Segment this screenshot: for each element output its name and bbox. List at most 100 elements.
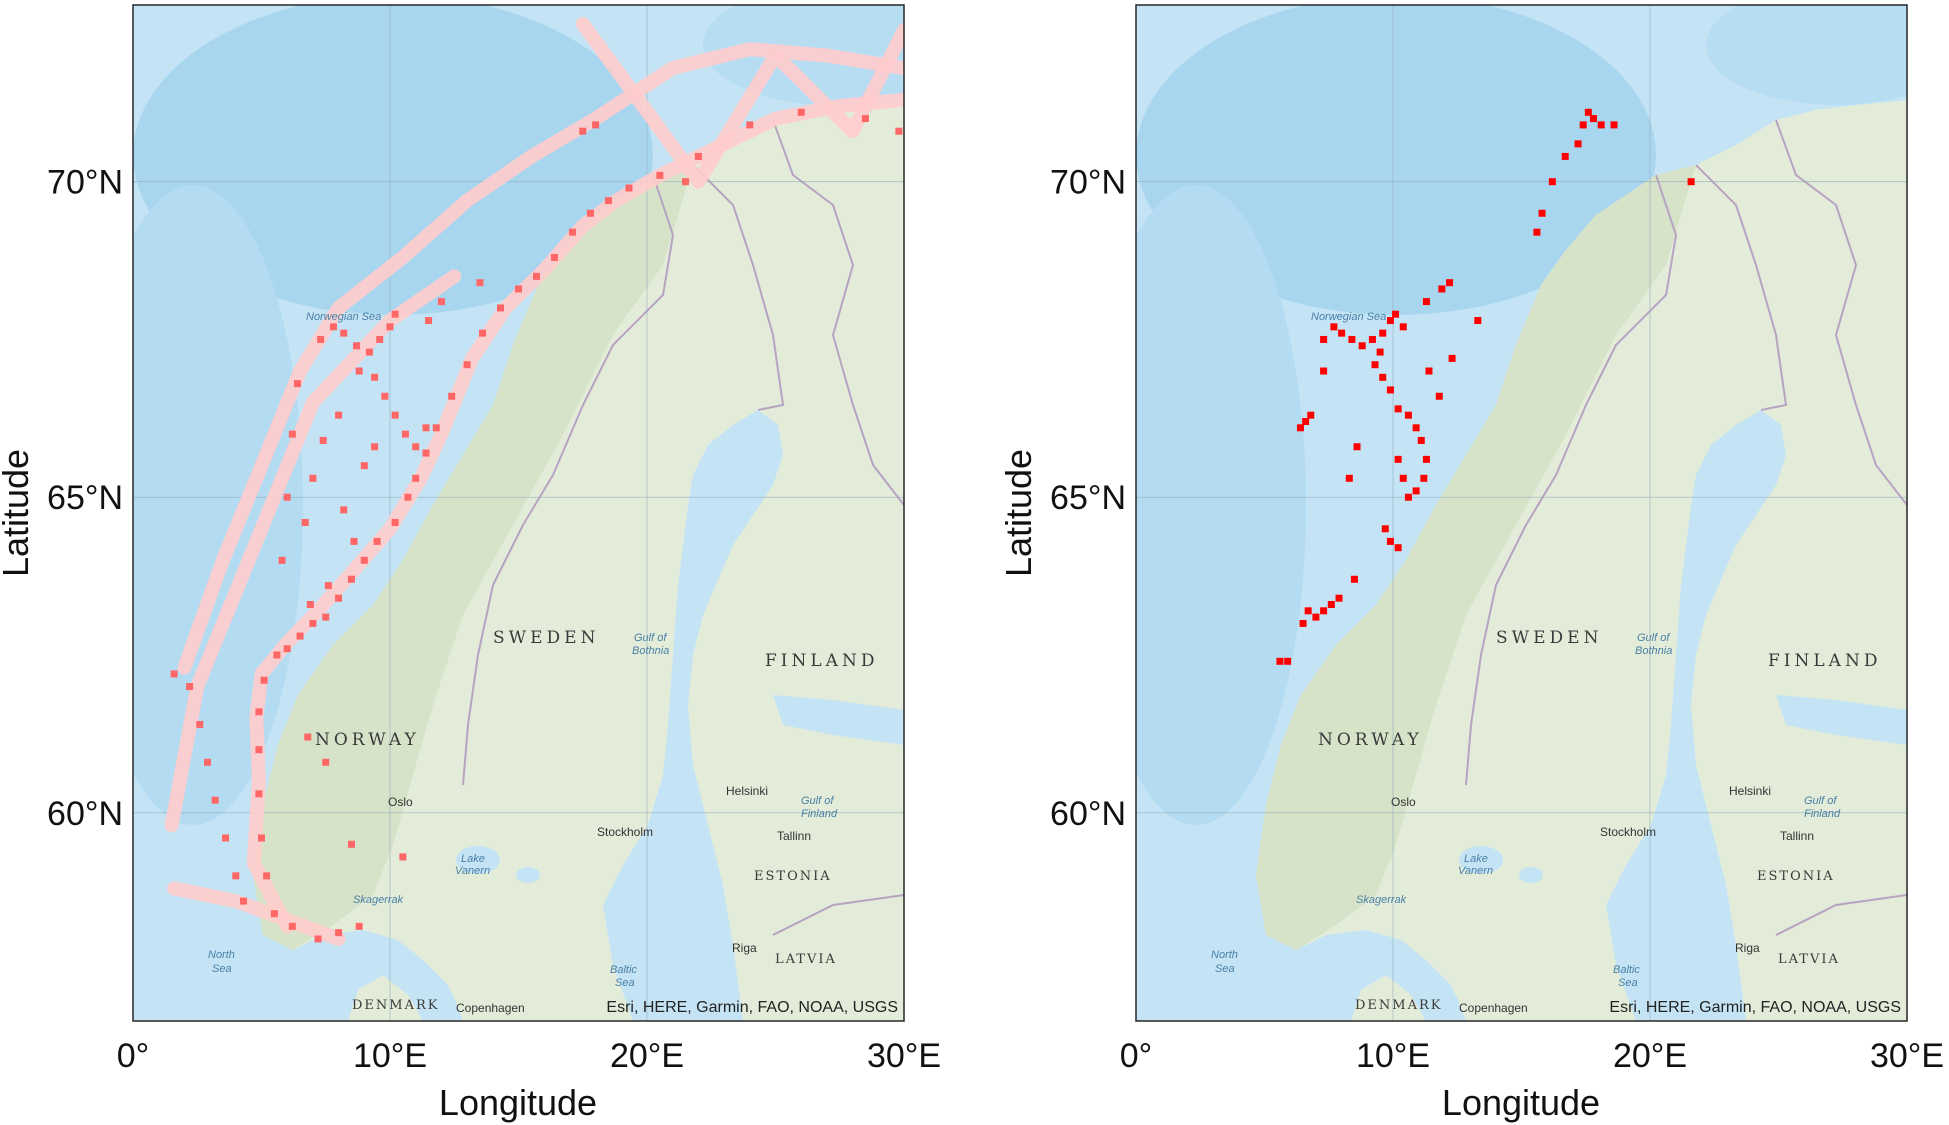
label-gulf-finland-1: Gulf of bbox=[801, 795, 834, 807]
left-point-31 bbox=[550, 253, 558, 261]
left-point-67 bbox=[371, 443, 379, 451]
left-point-66 bbox=[360, 462, 368, 470]
city-copenhagen: Copenhagen bbox=[456, 1001, 525, 1015]
right-map-panel: NORWAY SWEDEN FINLAND ESTONIA LATVIA DEN… bbox=[998, 4, 1944, 1123]
left-point-84 bbox=[425, 317, 433, 325]
left-track-3 bbox=[167, 881, 346, 946]
left-point-13 bbox=[296, 632, 304, 640]
left-point-82 bbox=[437, 298, 445, 306]
left-tick-labels: 0° 10°E 20°E 30°E 60°N 65°N 70°N bbox=[47, 164, 941, 1075]
city-stockholm-r: Stockholm bbox=[1600, 825, 1656, 839]
left-point-15 bbox=[322, 613, 330, 621]
label-baltic-1-r: Baltic bbox=[1613, 964, 1640, 976]
left-point-52 bbox=[391, 310, 399, 318]
left-point-55 bbox=[381, 392, 389, 400]
left-point-32 bbox=[568, 228, 576, 236]
left-point-11 bbox=[273, 651, 281, 659]
left-point-34 bbox=[604, 197, 612, 205]
left-point-37 bbox=[682, 178, 690, 186]
right-point-10 bbox=[1687, 178, 1695, 186]
label-estonia-r: ESTONIA bbox=[1757, 869, 1835, 884]
right-axes-frame bbox=[1135, 4, 1908, 1022]
left-point-1 bbox=[288, 922, 296, 930]
right-point-38 bbox=[1399, 474, 1407, 482]
left-point-88 bbox=[322, 758, 330, 766]
left-point-19 bbox=[373, 537, 381, 545]
left-point-65 bbox=[350, 537, 358, 545]
right-point-27 bbox=[1371, 361, 1379, 369]
right-point-19 bbox=[1330, 323, 1338, 331]
left-point-73 bbox=[324, 582, 332, 590]
label-latvia-r: LATVIA bbox=[1778, 952, 1840, 967]
label-skagerrak: Skagerrak bbox=[353, 894, 404, 906]
right-point-31 bbox=[1404, 411, 1412, 419]
left-point-44 bbox=[895, 127, 903, 135]
right-point-22 bbox=[1358, 342, 1366, 350]
right-point-46 bbox=[1296, 424, 1304, 432]
label-gulf-bothnia-2-r: Bothnia bbox=[1635, 645, 1672, 657]
left-point-64 bbox=[340, 506, 348, 514]
right-point-32 bbox=[1412, 424, 1420, 432]
left-point-35 bbox=[625, 184, 633, 192]
left-point-53 bbox=[355, 367, 363, 375]
right-point-20 bbox=[1338, 329, 1346, 337]
left-attribution: Esri, HERE, Garmin, FAO, NOAA, USGS bbox=[606, 999, 898, 1016]
label-north-sea-1-r: North bbox=[1211, 949, 1238, 961]
right-y-tick-label-1: 65°N bbox=[1050, 479, 1126, 517]
right-x-tick-label-1: 10°E bbox=[1356, 1037, 1430, 1075]
left-y-tick-label-1: 65°N bbox=[47, 479, 123, 517]
label-skagerrak-r: Skagerrak bbox=[1356, 894, 1407, 906]
left-point-42 bbox=[797, 108, 805, 116]
left-track-1 bbox=[177, 42, 904, 675]
left-point-38 bbox=[579, 127, 587, 135]
label-north-sea-1: North bbox=[208, 949, 235, 961]
right-point-16 bbox=[1425, 367, 1433, 375]
right-y-tick-label-0: 60°N bbox=[1050, 795, 1126, 833]
left-point-41 bbox=[746, 121, 754, 129]
right-grid bbox=[1136, 5, 1907, 1021]
right-point-25 bbox=[1386, 317, 1394, 325]
right-point-18 bbox=[1320, 335, 1328, 343]
label-lake-2-r: Vanern bbox=[1458, 865, 1493, 877]
label-norwegian-sea: Norwegian Sea bbox=[306, 311, 381, 323]
right-point-33 bbox=[1417, 436, 1425, 444]
right-point-52 bbox=[1327, 601, 1335, 609]
right-point-7 bbox=[1548, 178, 1556, 186]
label-finland: FINLAND bbox=[765, 651, 878, 671]
left-point-17 bbox=[347, 575, 355, 583]
left-point-83 bbox=[476, 279, 484, 287]
left-tracks bbox=[164, 16, 904, 946]
left-point-56 bbox=[391, 411, 399, 419]
label-gulf-finland-2-r: Finland bbox=[1804, 808, 1841, 820]
right-point-36 bbox=[1412, 487, 1420, 495]
label-gulf-finland-1-r: Gulf of bbox=[1804, 795, 1837, 807]
label-sweden: SWEDEN bbox=[493, 628, 599, 648]
right-x-tick-label-3: 30°E bbox=[1870, 1037, 1944, 1075]
right-point-9 bbox=[1533, 228, 1541, 236]
label-lake-2: Vanern bbox=[455, 865, 490, 877]
left-points bbox=[170, 108, 903, 943]
right-point-35 bbox=[1420, 474, 1428, 482]
left-point-79 bbox=[222, 834, 230, 842]
right-point-1 bbox=[1589, 115, 1597, 123]
right-point-0 bbox=[1584, 108, 1592, 116]
left-y-axis-title: Latitude bbox=[0, 449, 36, 577]
label-denmark: DENMARK bbox=[352, 998, 440, 1013]
right-basemap bbox=[1136, 5, 1907, 1021]
right-point-17 bbox=[1435, 392, 1443, 400]
right-point-37 bbox=[1404, 493, 1412, 501]
left-point-33 bbox=[586, 209, 594, 217]
left-point-49 bbox=[365, 348, 373, 356]
label-latvia: LATVIA bbox=[775, 952, 837, 967]
right-point-15 bbox=[1448, 354, 1456, 362]
left-point-58 bbox=[412, 443, 420, 451]
left-point-54 bbox=[371, 373, 379, 381]
city-stockholm: Stockholm bbox=[597, 825, 653, 839]
right-point-59 bbox=[1376, 348, 1384, 356]
right-point-3 bbox=[1610, 121, 1618, 129]
left-x-axis-title: Longitude bbox=[439, 1082, 597, 1123]
left-point-45 bbox=[317, 335, 325, 343]
label-sweden-r: SWEDEN bbox=[1496, 628, 1602, 648]
left-axes-frame bbox=[132, 4, 905, 1022]
left-point-59 bbox=[422, 424, 430, 432]
